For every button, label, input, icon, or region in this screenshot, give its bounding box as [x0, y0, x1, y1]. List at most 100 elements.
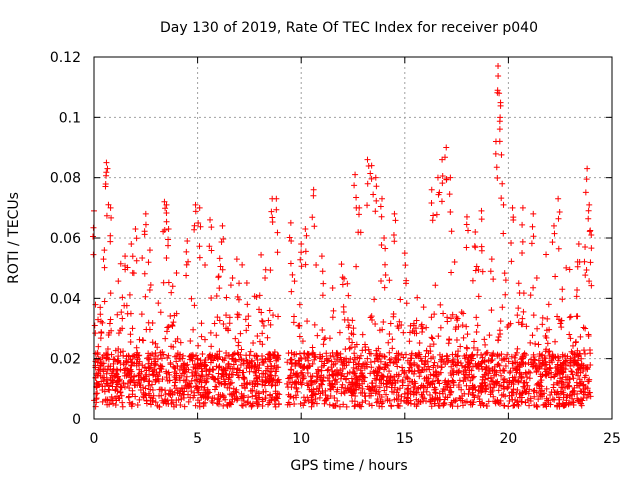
data-point: [173, 370, 180, 377]
data-point: [407, 361, 414, 368]
data-point: [396, 318, 403, 325]
data-point: [557, 361, 564, 368]
data-point: [380, 373, 387, 380]
data-point: [376, 364, 383, 371]
data-point-highlight: [287, 219, 294, 226]
data-point: [192, 383, 199, 390]
data-point: [368, 380, 375, 387]
data-point: [389, 380, 396, 387]
data-point: [248, 403, 255, 410]
data-point: [172, 353, 179, 360]
data-point: [199, 391, 206, 398]
data-point: [448, 269, 455, 276]
data-point: [512, 397, 519, 404]
data-point: [559, 351, 566, 358]
data-point: [353, 374, 360, 381]
data-point: [114, 311, 121, 318]
data-point-highlight: [184, 238, 191, 245]
data-point: [526, 375, 533, 382]
data-point: [136, 380, 143, 387]
data-point: [473, 263, 480, 270]
data-point: [287, 393, 294, 400]
data-point: [310, 349, 317, 356]
data-point: [229, 396, 236, 403]
data-point: [266, 350, 273, 357]
chart-title: Day 130 of 2019, Rate Of TEC Index for r…: [160, 20, 538, 36]
data-point: [506, 397, 513, 404]
data-point: [159, 348, 166, 355]
data-point: [501, 376, 508, 383]
data-point-highlight: [165, 225, 172, 232]
data-point: [384, 395, 391, 402]
data-point: [305, 351, 312, 358]
data-point: [340, 388, 347, 395]
data-point: [207, 352, 214, 359]
data-point: [249, 393, 256, 400]
data-point: [508, 240, 515, 247]
data-point: [585, 207, 592, 214]
data-point: [585, 215, 592, 222]
data-point: [510, 216, 517, 223]
data-point: [578, 360, 585, 367]
data-point: [95, 343, 102, 350]
data-point: [515, 319, 522, 326]
data-point: [566, 266, 573, 273]
data-point: [113, 370, 120, 377]
data-point: [226, 374, 233, 381]
data-point: [587, 361, 594, 368]
data-point: [187, 337, 194, 344]
data-point: [221, 381, 228, 388]
data-point: [129, 325, 136, 332]
data-point: [269, 214, 276, 221]
data-point: [416, 351, 423, 358]
data-point: [387, 320, 394, 327]
data-point: [328, 358, 335, 365]
x-tick-label: 25: [603, 431, 621, 447]
data-point: [239, 261, 246, 268]
data-point: [202, 399, 209, 406]
data-point: [106, 387, 113, 394]
data-point: [495, 361, 502, 368]
data-point: [585, 378, 592, 385]
data-point: [194, 364, 201, 371]
data-point: [501, 270, 508, 277]
data-point: [399, 379, 406, 386]
data-point: [444, 394, 451, 401]
data-point: [530, 233, 537, 240]
data-point-highlight: [196, 204, 203, 211]
data-point-highlight: [215, 274, 222, 281]
data-point: [531, 393, 538, 400]
data-point: [309, 214, 316, 221]
data-point: [416, 373, 423, 380]
data-point: [475, 266, 482, 273]
data-point: [165, 242, 172, 249]
data-point: [143, 367, 150, 374]
data-point: [543, 385, 550, 392]
data-point: [577, 364, 584, 371]
data-point-highlight: [488, 256, 495, 263]
data-point: [192, 377, 199, 384]
data-point-highlight: [586, 201, 593, 208]
data-point: [580, 382, 587, 389]
data-point: [167, 387, 174, 394]
data-point: [423, 377, 430, 384]
data-point: [239, 394, 246, 401]
data-point: [504, 383, 511, 390]
data-point: [255, 365, 262, 372]
data-point: [238, 393, 245, 400]
data-point: [479, 373, 486, 380]
data-point: [139, 254, 146, 261]
data-point: [558, 324, 565, 331]
data-point: [150, 372, 157, 379]
data-point-highlight: [298, 241, 305, 248]
data-point-highlight: [364, 156, 371, 163]
data-point: [376, 327, 383, 334]
data-point: [274, 249, 281, 256]
data-point: [496, 138, 503, 145]
data-point: [126, 291, 133, 298]
data-point: [232, 388, 239, 395]
data-point: [478, 351, 485, 358]
data-point: [141, 270, 148, 277]
data-point: [408, 367, 415, 374]
data-point: [487, 268, 494, 275]
